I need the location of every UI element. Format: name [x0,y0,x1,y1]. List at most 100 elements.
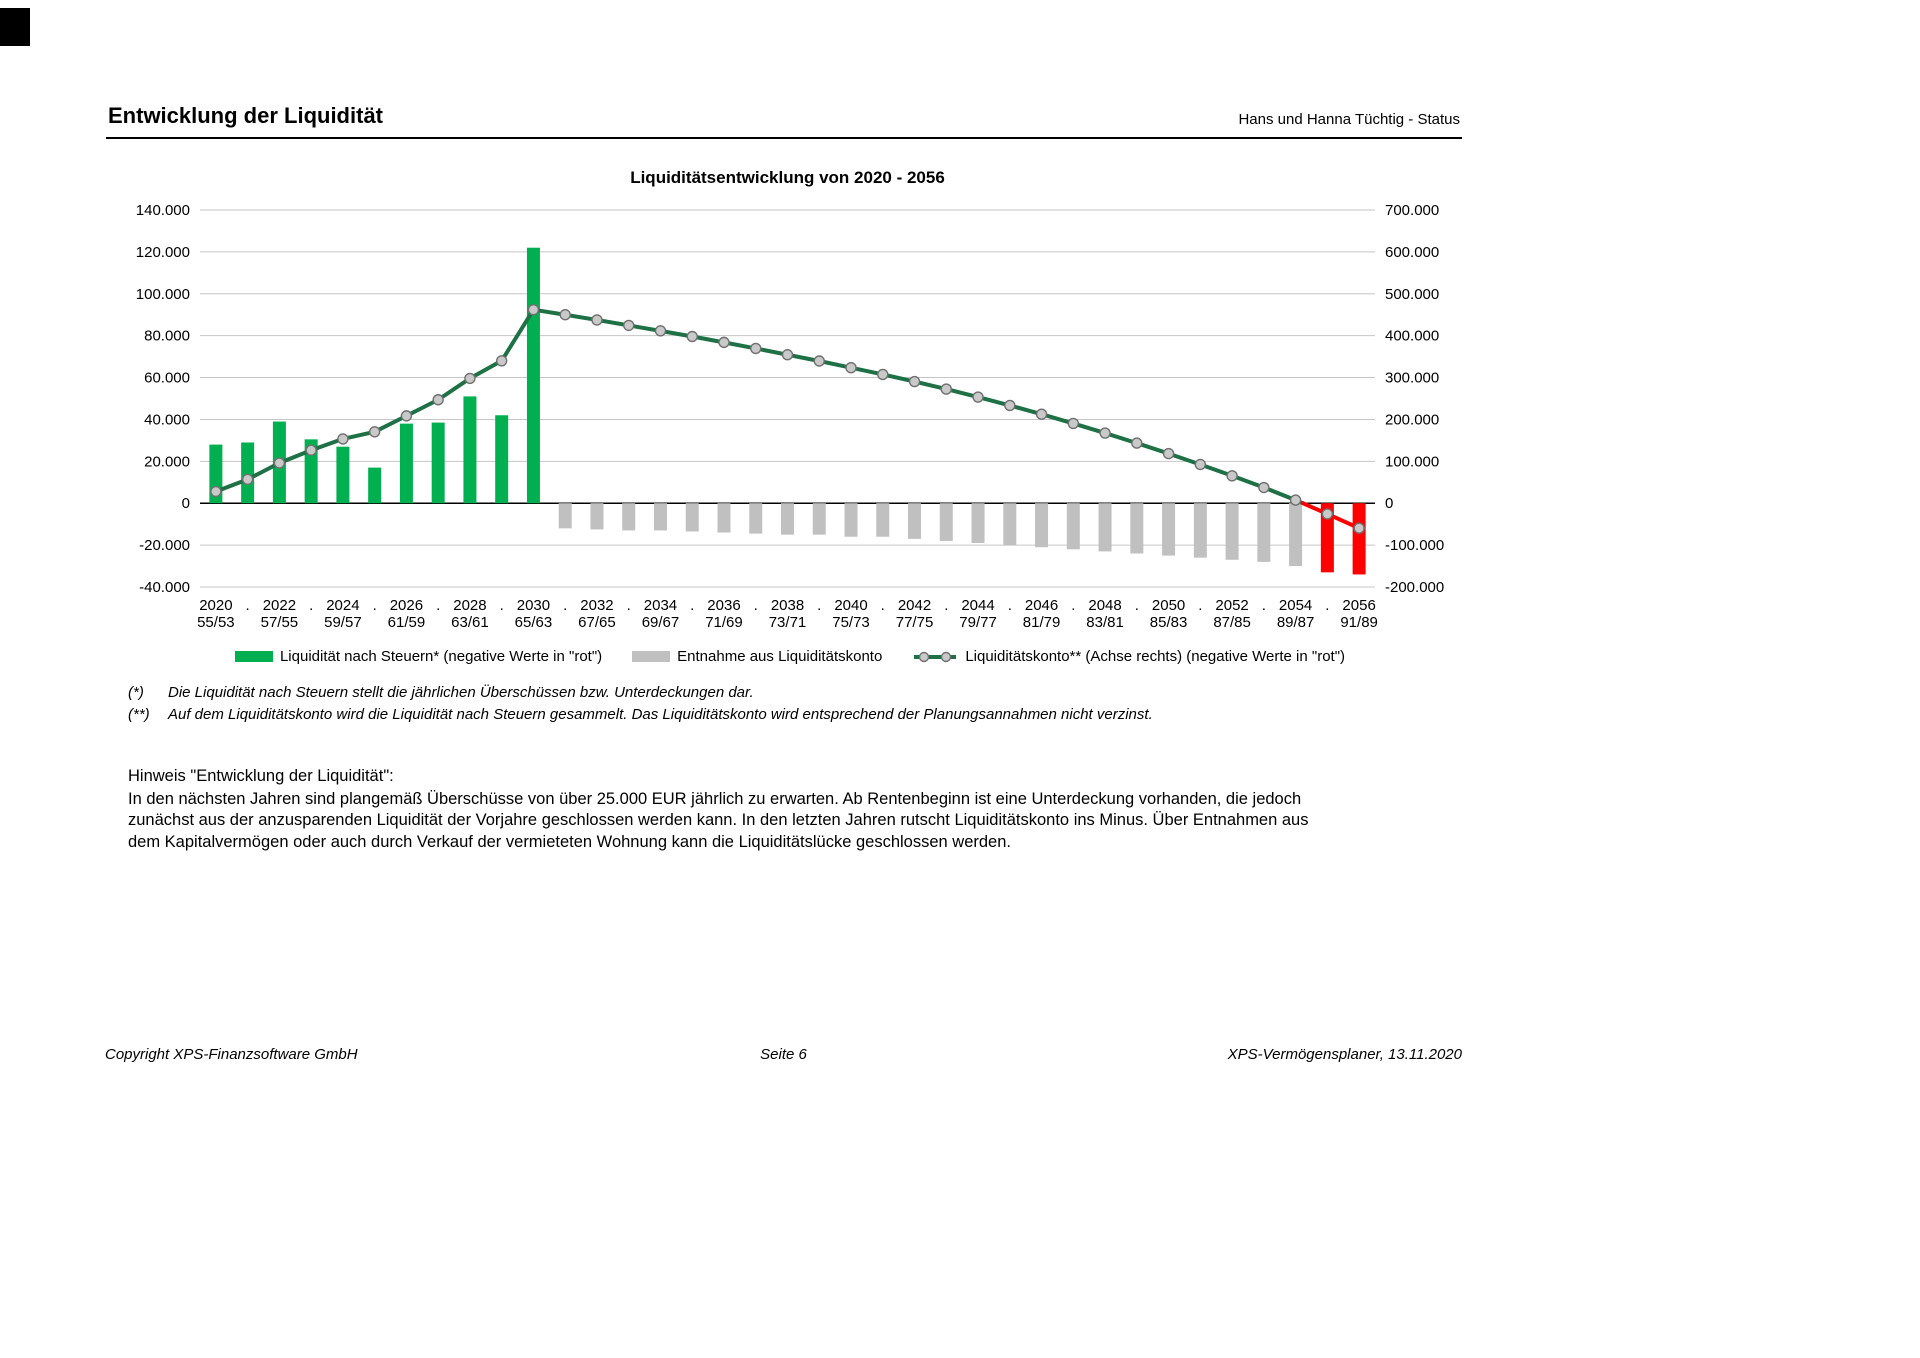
line-marker [400,410,413,422]
x-tick-ages: 71/69 [705,614,743,631]
bar [1130,503,1144,554]
x-tick-ages: 77/75 [896,614,934,631]
x-tick-year: 2034 [644,597,677,614]
legend-swatch-liquiditaet [234,651,273,662]
x-tick-dot: . [627,597,631,614]
bar [304,439,318,504]
line-segment [436,376,472,402]
x-tick-ages: 79/77 [959,614,997,631]
bar [812,503,826,535]
line-marker [210,485,222,498]
footnote-1: (*) Die Liquidität nach Steuern stellt di… [128,682,1153,704]
bar [1066,503,1080,550]
line-marker [337,433,349,445]
x-tick-ages: 87/85 [1213,614,1251,631]
line-segment [1325,511,1362,531]
x-tick-year: 2046 [1025,597,1058,614]
bar [971,503,985,544]
line-marker [972,391,984,403]
x-tick-ages: 63/61 [451,614,489,631]
left-axis-label: 100.000 [136,286,190,303]
bar [876,503,890,537]
x-tick-dot: . [817,597,821,614]
bar [622,503,636,531]
footer-page-number: Seite 6 [760,1046,807,1063]
line-segment [499,307,536,363]
bar [1352,503,1366,575]
line-segment [245,461,282,482]
line-marker [305,444,317,456]
bar [1098,503,1112,552]
chart-legend: Liquidität nach Steuern* (negative Werte… [160,648,1420,665]
bar [431,422,445,504]
bar [1320,503,1334,573]
line-marker [559,309,571,321]
line-marker [591,314,603,326]
bar [1035,503,1049,548]
x-tick-ages: 83/81 [1086,614,1124,631]
x-tick-dot: . [944,597,948,614]
bar [558,503,572,529]
x-tick-year: 2020 [199,597,232,614]
right-axis-label: 400.000 [1385,328,1439,345]
x-tick-ages: 69/67 [642,614,680,631]
line-marker [1035,408,1048,420]
line-marker [940,383,952,395]
right-axis-label: 600.000 [1385,244,1439,261]
footnote-2-text: Auf dem Liquiditätskonto wird die Liquid… [168,706,1153,723]
line-marker [781,349,794,361]
x-tick-year: 2042 [898,597,931,614]
bar [1003,503,1017,546]
x-tick-dot: . [881,597,885,614]
legend-label-liquiditaet: Liquidität nach Steuern* (negative Werte… [279,648,603,665]
line-marker [1321,508,1334,520]
left-axis-label: 20.000 [144,453,190,470]
line-marker [241,473,254,486]
line-marker [877,368,889,381]
x-tick-ages: 73/71 [769,614,807,631]
legend-item-konto: Liquiditätskonto** (Achse rechts) (negat… [912,648,1345,665]
x-tick-year: 2026 [390,597,423,614]
left-axis-label: 0 [182,495,190,512]
x-tick-dot: . [309,597,313,614]
footnote-1-text: Die Liquidität nach Steuern stellt die j… [168,684,754,701]
page-title: Entwicklung der Liquidität [108,103,383,128]
line-marker [368,426,381,438]
footer-date: XPS-Vermögensplaner, 13.11.2020 [1227,1046,1462,1063]
scan-artifact [0,8,30,46]
x-tick-year: 2030 [517,597,550,614]
legend-item-entnahme: Entnahme aus Liquiditätskonto [632,648,882,665]
x-tick-year: 2050 [1152,597,1185,614]
x-tick-dot: . [1325,597,1329,614]
bar [241,442,255,504]
line-marker [1289,494,1302,506]
line-marker [1131,437,1143,449]
bar [908,503,922,539]
note-heading: Hinweis "Entwicklung der Liquidität": [128,767,394,785]
right-axis-label: 500.000 [1385,286,1439,303]
left-axis-label: 120.000 [136,244,190,261]
line-marker [432,394,444,406]
x-tick-dot: . [373,597,377,614]
line-marker [1004,399,1016,412]
note-block: Hinweis "Entwicklung der Liquidität": In… [128,766,1343,853]
line-marker [527,303,540,316]
x-tick-year: 2022 [263,597,296,614]
line-marker [654,325,667,337]
left-axis-label: -20.000 [139,537,190,554]
bar [399,423,413,504]
footer-copyright: Copyright XPS-Finanzsoftware GmbH [105,1046,358,1063]
line-marker [686,330,698,343]
x-tick-ages: 67/65 [578,614,616,631]
x-tick-year: 2044 [961,597,994,614]
left-axis-label: 40.000 [144,411,190,428]
left-axis-label: -40.000 [139,579,190,596]
x-tick-ages: 61/59 [388,614,426,631]
x-tick-dot: . [1262,597,1266,614]
x-tick-year: 2040 [834,597,867,614]
x-tick-ages: 57/55 [261,614,299,631]
line-marker [1226,470,1238,482]
line-segment [467,358,504,381]
right-axis-label: 200.000 [1385,411,1439,428]
